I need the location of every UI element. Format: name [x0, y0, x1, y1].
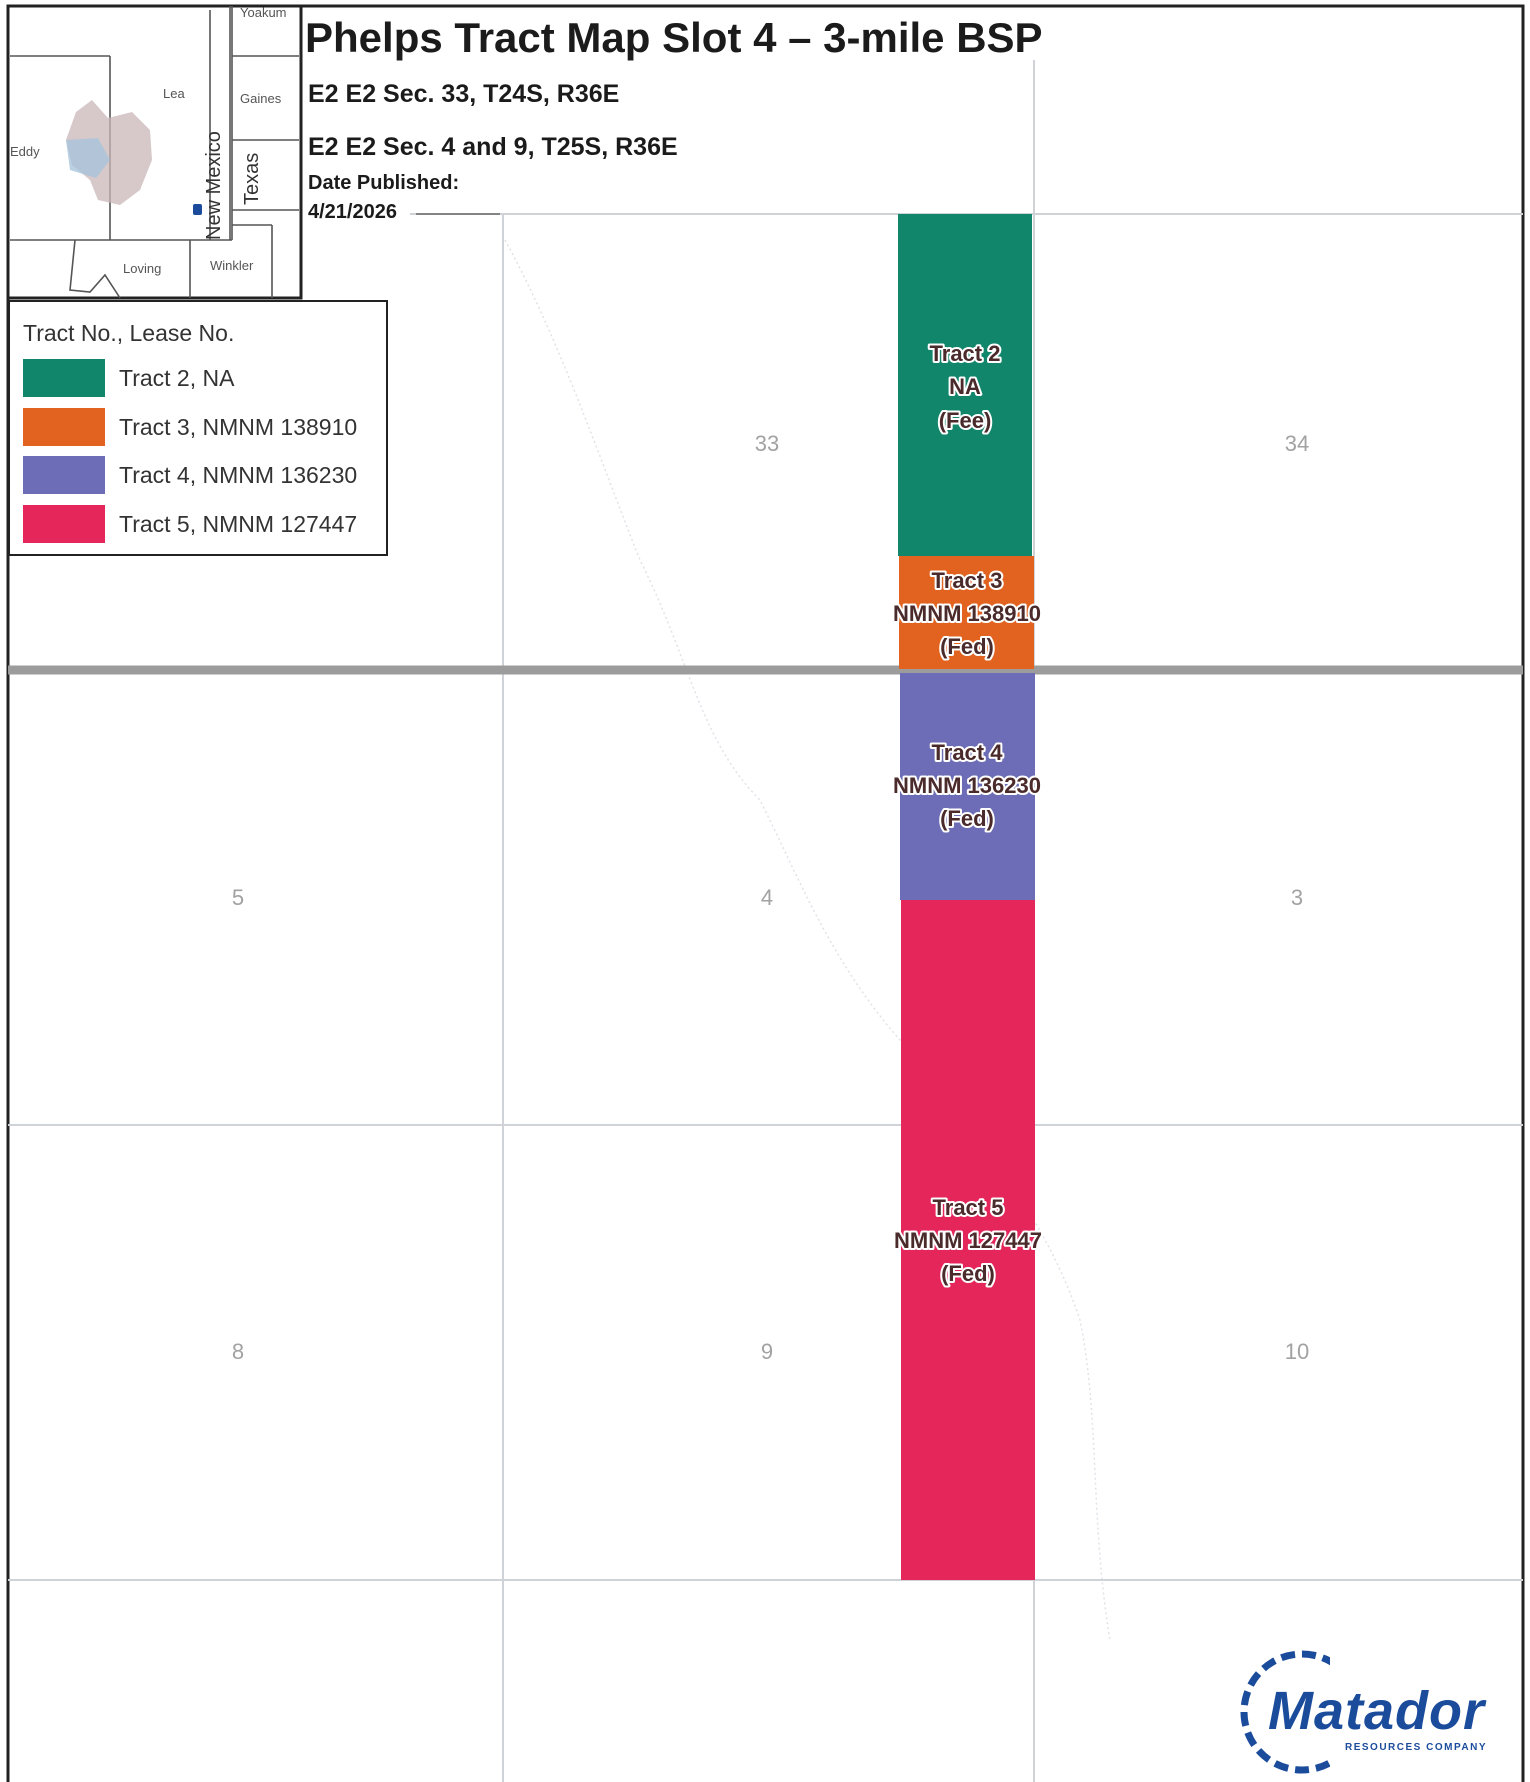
inset-state-label: Texas — [241, 153, 263, 205]
section-labels: 33 34 5 4 3 8 9 10 — [232, 431, 1309, 1364]
legend-swatch — [23, 408, 105, 446]
legend-label: Tract 5, NMNM 127447 — [119, 511, 358, 537]
tract-5-label-line3: (Fed) — [941, 1261, 995, 1286]
tract-5-label-line2: NMNM 127447 — [894, 1228, 1042, 1253]
legend-label: Tract 3, NMNM 138910 — [119, 414, 358, 440]
tract-4-label-line2: NMNM 136230 — [893, 773, 1041, 798]
tract-3-label-line1: Tract 3 — [932, 568, 1003, 593]
section-label: 34 — [1285, 431, 1309, 456]
legend-swatch — [23, 359, 105, 397]
matador-logo: Matador RESOURCES COMPANY — [1210, 1640, 1530, 1782]
legend-label: Tract 2, NA — [119, 365, 235, 391]
tract-2-polygon — [898, 214, 1032, 556]
tract-5-label-line1: Tract 5 — [933, 1195, 1004, 1220]
section-label: 4 — [761, 885, 773, 910]
legend-swatch — [23, 456, 105, 494]
section-label: 10 — [1285, 1339, 1309, 1364]
inset-county-label: Loving — [123, 261, 161, 276]
legend-item: Tract 5, NMNM 127447 — [23, 505, 383, 545]
section-label: 5 — [232, 885, 244, 910]
date-value: 4/21/2026 — [308, 201, 397, 223]
legend-title: Tract No., Lease No. — [23, 320, 235, 346]
logo-tagline: RESOURCES COMPANY — [1345, 1742, 1487, 1753]
inset-county-label: Lea — [163, 86, 185, 101]
legend-swatch — [23, 505, 105, 543]
map-frame — [6, 4, 1525, 1782]
tract-labels: Tract 2 NA (Fee) Tract 3 NMNM 138910 (Fe… — [891, 339, 1044, 1288]
tract-3-polygon — [899, 556, 1034, 669]
tract-3-label-line3: (Fed) — [940, 634, 994, 659]
tract-4-label-line1: Tract 4 — [932, 740, 1004, 765]
map-title: Phelps Tract Map Slot 4 – 3-mile BSP — [305, 14, 1043, 61]
tract-4-polygon — [900, 673, 1035, 900]
inset-map: Yoakum Lea Gaines Eddy Loving Winkler Ne… — [6, 4, 303, 300]
tract-2-label-line2: NA — [949, 374, 981, 399]
section-label: 33 — [755, 431, 779, 456]
legend-item: Tract 3, NMNM 138910 — [23, 408, 383, 448]
tract-2-label-line1: Tract 2 — [930, 341, 1001, 366]
subtitle-line-2: E2 E2 Sec. 4 and 9, T25S, R36E — [308, 133, 678, 161]
inset-county-label: Gaines — [240, 91, 282, 106]
title-block: Phelps Tract Map Slot 4 – 3-mile BSP — [305, 14, 1043, 62]
legend: Tract No., Lease No. Tract 2, NA Tract 3… — [8, 300, 388, 556]
tract-3-label-line2: NMNM 138910 — [893, 601, 1041, 626]
inset-county-label: Winkler — [210, 258, 254, 273]
tract-2-label-line3: (Fee) — [939, 408, 992, 433]
section-label: 3 — [1291, 885, 1303, 910]
legend-label: Tract 4, NMNM 136230 — [119, 462, 358, 488]
tract-polygons — [898, 214, 1035, 1580]
date-label: Date Published: — [308, 172, 460, 194]
legend-item: Tract 2, NA — [23, 359, 383, 399]
inset-county-label: Yoakum — [240, 5, 287, 20]
inset-state-label: New Mexico — [203, 131, 225, 240]
subtitle-line-1: E2 E2 Sec. 33, T24S, R36E — [308, 80, 620, 108]
gear-icon — [1240, 1650, 1330, 1774]
section-label: 9 — [761, 1339, 773, 1364]
section-label: 8 — [232, 1339, 244, 1364]
legend-item: Tract 4, NMNM 136230 — [23, 456, 383, 496]
tract-5-polygon — [901, 900, 1035, 1580]
tract-4-label-line3: (Fed) — [940, 806, 994, 831]
logo-wordmark: Matador — [1268, 1681, 1486, 1741]
inset-county-label: Eddy — [10, 144, 40, 159]
drainage-line — [504, 239, 1111, 1641]
